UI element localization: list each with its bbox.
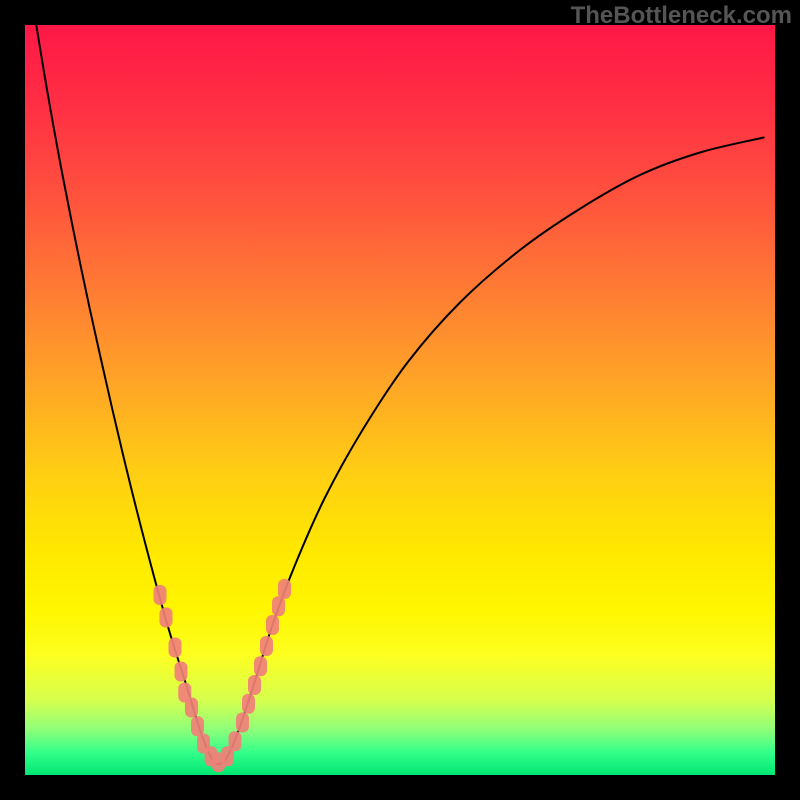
- data-marker: [266, 615, 279, 635]
- data-marker: [175, 662, 188, 682]
- data-marker: [154, 585, 167, 605]
- watermark-text: TheBottleneck.com: [571, 2, 792, 30]
- data-marker: [272, 596, 285, 616]
- chart-root: TheBottleneck.com: [0, 0, 800, 800]
- data-marker: [191, 716, 204, 736]
- data-marker: [248, 675, 261, 695]
- bottleneck-chart: [0, 0, 800, 800]
- data-marker: [169, 638, 182, 658]
- data-marker: [236, 713, 249, 733]
- data-marker: [160, 608, 173, 628]
- data-marker: [185, 698, 198, 718]
- data-marker: [229, 731, 242, 751]
- data-marker: [278, 579, 291, 599]
- data-marker: [260, 636, 273, 656]
- plot-background: [25, 25, 775, 775]
- data-marker: [254, 656, 267, 676]
- data-marker: [242, 694, 255, 714]
